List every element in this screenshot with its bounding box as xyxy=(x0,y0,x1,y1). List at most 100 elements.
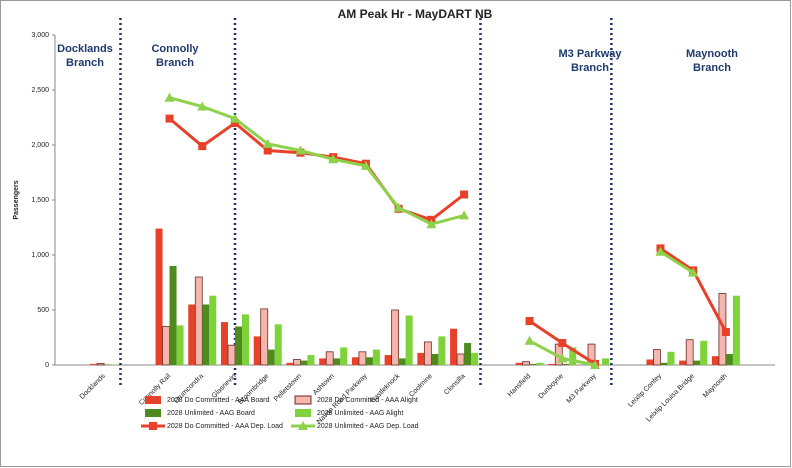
chart-title: AM Peak Hr - MayDART NB xyxy=(338,7,493,21)
marker xyxy=(360,160,371,170)
bar xyxy=(562,363,570,365)
branch-label: M3 Parkway Branch xyxy=(558,48,622,74)
marker xyxy=(393,202,404,212)
marker xyxy=(231,119,239,127)
bar xyxy=(90,363,98,365)
marker xyxy=(524,335,535,345)
bar xyxy=(300,360,308,365)
bar xyxy=(253,336,261,365)
bar xyxy=(711,356,719,365)
y-tick-label: 1,000 xyxy=(31,252,49,259)
marker xyxy=(688,267,699,277)
bar xyxy=(522,361,530,366)
bar xyxy=(293,359,301,366)
bar xyxy=(646,359,654,365)
bar xyxy=(384,355,392,365)
bar xyxy=(286,362,294,365)
y-tick-label: 0 xyxy=(45,362,49,369)
bar xyxy=(405,315,413,365)
y-tick-label: 2,000 xyxy=(31,142,49,149)
marker xyxy=(558,339,567,347)
marker xyxy=(262,138,273,148)
bar xyxy=(235,326,242,365)
bar xyxy=(529,363,537,365)
bar xyxy=(333,358,341,365)
legend-swatch xyxy=(294,395,312,405)
bar xyxy=(536,362,544,365)
bar xyxy=(111,364,119,365)
bar xyxy=(450,328,458,365)
legend-swatch xyxy=(145,409,161,417)
marker xyxy=(590,360,600,369)
marker xyxy=(165,114,174,123)
bar xyxy=(398,358,406,365)
bar xyxy=(693,360,701,365)
bar xyxy=(307,355,315,365)
legend-swatch xyxy=(295,409,311,417)
y-axis-label: Passengers xyxy=(13,180,20,219)
bar xyxy=(260,308,269,366)
bar xyxy=(274,324,282,365)
bar xyxy=(104,364,112,365)
branch-label: Connolly Branch xyxy=(151,43,199,69)
legend-swatch xyxy=(145,396,161,404)
bar xyxy=(242,314,249,365)
bar xyxy=(548,363,556,365)
bar xyxy=(267,349,275,365)
bar xyxy=(221,322,228,365)
bar xyxy=(431,354,439,365)
bar xyxy=(515,362,523,365)
marker xyxy=(525,317,534,325)
bar xyxy=(365,357,373,365)
legend-label: 2028 Do Committed - AAA Dep. Load xyxy=(167,423,283,430)
marker xyxy=(557,353,568,363)
y-tick-label: 3,000 xyxy=(31,32,49,39)
bar xyxy=(602,358,609,365)
bar xyxy=(194,276,203,366)
bar xyxy=(176,325,184,365)
marker xyxy=(263,146,272,155)
bar xyxy=(653,349,661,366)
y-tick-label: 2,500 xyxy=(31,87,49,94)
y-tick-label: 1,500 xyxy=(31,197,49,204)
bar xyxy=(679,360,687,365)
legend-label: 2028 Do Committed - AAA Alight xyxy=(317,397,418,404)
marker xyxy=(230,113,240,123)
bar xyxy=(471,352,479,365)
bar xyxy=(372,349,380,365)
bar xyxy=(319,358,327,365)
legend-label: 2028 Unlimited - AAG Alight xyxy=(317,410,403,417)
legend-label: 2028 Unlimited - AAG Board xyxy=(167,410,255,417)
bar xyxy=(162,326,170,366)
marker xyxy=(295,145,306,155)
bar xyxy=(351,357,359,365)
legend-marker xyxy=(298,421,308,430)
marker xyxy=(721,328,730,336)
bar xyxy=(569,347,577,365)
marker xyxy=(655,246,666,256)
branch-label: Docklands Branch xyxy=(57,43,113,69)
marker xyxy=(426,219,437,229)
bar xyxy=(209,295,217,365)
marker xyxy=(459,210,470,220)
legend-label: 2028 Do Committed - AAA Board xyxy=(167,397,269,404)
bar xyxy=(725,354,733,365)
marker xyxy=(328,154,339,164)
marker xyxy=(460,190,469,199)
legend-marker xyxy=(149,422,157,430)
bar xyxy=(732,295,740,365)
bar xyxy=(660,362,668,365)
bar xyxy=(464,343,472,365)
bar xyxy=(358,351,367,366)
legend-label: 2028 Unlimited - AAG Dep. Load xyxy=(317,423,419,430)
marker xyxy=(197,101,208,111)
bar xyxy=(227,344,236,366)
bar xyxy=(685,339,694,366)
marker xyxy=(164,92,175,102)
bar xyxy=(391,309,400,366)
bar xyxy=(700,340,708,365)
marker xyxy=(198,142,207,151)
